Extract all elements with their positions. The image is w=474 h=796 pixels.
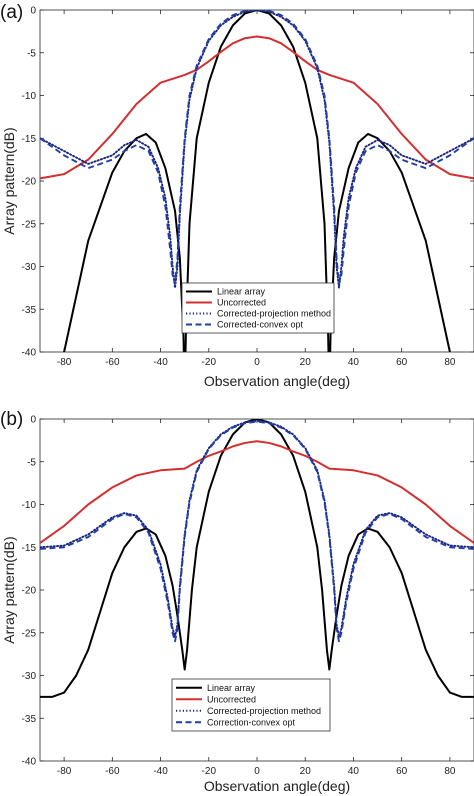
series-line-1 bbox=[40, 419, 474, 698]
chart-panel-2: -80 -60 -40 -20 0 20 40 60 80 0 -5 -10 -15 -20 -25 -30 -… bbox=[0, 409, 474, 794]
y-tick-label: -40 bbox=[22, 348, 37, 359]
y-tick-label: -5 bbox=[27, 457, 36, 468]
chart-panel-1: -80 -60 -40 -20 0 20 40 60 80 0 -5 -10 -15 -20 -25 -30 -… bbox=[0, 2, 474, 389]
x-tick-label: 20 bbox=[300, 357, 312, 368]
legend-label-2: Uncorrected bbox=[217, 298, 266, 308]
series-group bbox=[40, 10, 474, 352]
series-line-3 bbox=[40, 419, 474, 638]
x-tick-label: -80 bbox=[57, 766, 72, 777]
x-tick-label: -20 bbox=[202, 766, 217, 777]
legend-label-4: Correction-convex opt bbox=[207, 717, 296, 727]
x-tick-label: 0 bbox=[254, 357, 260, 368]
x-axis-label: Observation angle(deg) bbox=[204, 373, 350, 389]
y-tick-label: 0 bbox=[30, 6, 36, 17]
panel-label: (a) bbox=[0, 2, 23, 23]
x-tick-label: -20 bbox=[202, 357, 217, 368]
legend: Linear arrayUncorrectedCorrected-project… bbox=[181, 282, 335, 334]
y-tick-label: -15 bbox=[22, 134, 37, 145]
x-tick-label: 20 bbox=[300, 766, 312, 777]
y-tick-label: -20 bbox=[22, 177, 37, 188]
y-tick-label: -20 bbox=[22, 586, 37, 597]
x-tick-label: 0 bbox=[254, 766, 260, 777]
series-line-4 bbox=[40, 10, 474, 285]
legend-label-1: Linear array bbox=[217, 287, 266, 297]
series-line-2 bbox=[40, 35, 474, 180]
x-tick-label: 80 bbox=[444, 357, 456, 368]
x-tick-label: 60 bbox=[396, 766, 408, 777]
x-tick-label: -40 bbox=[153, 357, 168, 368]
y-tick-label: -10 bbox=[22, 500, 37, 511]
x-tick-label: -40 bbox=[153, 766, 168, 777]
series-group bbox=[40, 419, 474, 698]
x-tick-label: -60 bbox=[105, 766, 120, 777]
x-axis-label: Observation angle(deg) bbox=[204, 778, 350, 794]
y-tick-label: -30 bbox=[22, 262, 37, 273]
y-tick-label: -40 bbox=[22, 757, 37, 768]
y-tick-label: -25 bbox=[22, 628, 37, 639]
x-tick-label: 60 bbox=[396, 357, 408, 368]
x-tick-label: -80 bbox=[57, 357, 72, 368]
y-tick-label: 0 bbox=[30, 415, 36, 426]
legend-label-4: Corrected-convex opt bbox=[217, 320, 304, 330]
series-line-3 bbox=[40, 10, 474, 289]
y-axis-label: Array pattern(dB) bbox=[1, 127, 17, 234]
legend-label-3: Corrected-projection method bbox=[207, 706, 321, 716]
series-line-1 bbox=[63, 10, 451, 352]
legend-label-1: Linear array bbox=[207, 683, 256, 693]
legend-label-2: Uncorrected bbox=[207, 694, 256, 704]
y-tick-label: -35 bbox=[22, 305, 37, 316]
y-tick-label: -35 bbox=[22, 714, 37, 725]
x-tick-label: -60 bbox=[105, 357, 120, 368]
legend-label-3: Corrected-projection method bbox=[217, 309, 331, 319]
y-tick-label: -25 bbox=[22, 219, 37, 230]
series-line-2 bbox=[40, 440, 474, 544]
y-tick-label: -5 bbox=[27, 48, 36, 59]
y-tick-label: -15 bbox=[22, 543, 37, 554]
x-tick-label: 40 bbox=[348, 357, 360, 368]
y-tick-label: -10 bbox=[22, 91, 37, 102]
x-tick-label: 80 bbox=[444, 766, 456, 777]
y-axis-label: Array pattern(dB) bbox=[1, 536, 17, 643]
y-tick-label: -30 bbox=[22, 671, 37, 682]
panel-label: (b) bbox=[0, 409, 23, 430]
x-tick-label: 40 bbox=[348, 766, 360, 777]
